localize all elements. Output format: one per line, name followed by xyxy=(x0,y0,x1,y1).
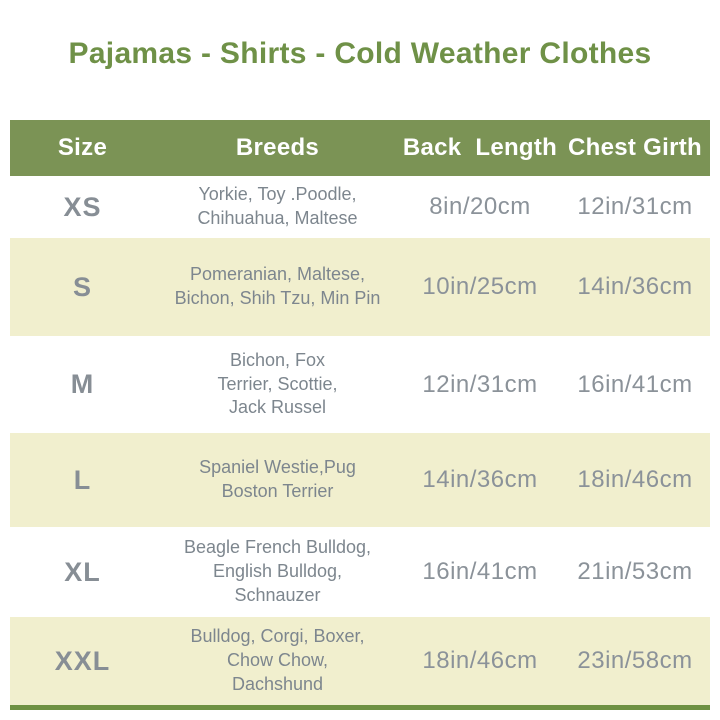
page-title: Pajamas - Shirts - Cold Weather Clothes xyxy=(68,37,652,70)
chest-girth-cell: 14in/36cm xyxy=(577,273,693,300)
column-header-chest-girth: Chest Girth xyxy=(568,134,702,161)
chest-girth-cell: 12in/31cm xyxy=(577,193,693,220)
table-row-m: M Bichon, Fox Terrier, Scottie, Jack Rus… xyxy=(10,336,710,433)
table-header-row: Size Breeds Back Length Chest Girth xyxy=(10,120,710,176)
size-label: XS xyxy=(63,191,102,222)
chest-girth-cell: 23in/58cm xyxy=(577,647,693,674)
chest-girth-cell: 16in/41cm xyxy=(577,370,693,398)
back-length-cell: 18in/46cm xyxy=(422,647,538,674)
table-row-s: S Pomeranian, Maltese, Bichon, Shih Tzu,… xyxy=(10,238,710,336)
chest-girth-cell: 21in/53cm xyxy=(577,558,693,585)
back-length-cell: 16in/41cm xyxy=(422,558,538,585)
breeds-cell: Pomeranian, Maltese, Bichon, Shih Tzu, M… xyxy=(174,264,381,308)
size-label: L xyxy=(73,464,92,495)
size-label: M xyxy=(70,369,95,399)
table-body: XS Yorkie, Toy .Poodle, Chihuahua, Malte… xyxy=(10,176,710,705)
table-row-l: L Spaniel Westie,Pug Boston Terrier 14in… xyxy=(10,433,710,527)
column-header-breeds: Breeds xyxy=(235,134,320,161)
size-chart-table: Size Breeds Back Length Chest Girth XS Y… xyxy=(10,120,710,705)
size-label: S xyxy=(72,271,92,302)
table-row-xxl: XXL Bulldog, Corgi, Boxer, Chow Chow, Da… xyxy=(10,617,710,705)
breeds-cell: Bulldog, Corgi, Boxer, Chow Chow, Dachsh… xyxy=(190,626,365,694)
bottom-accent-bar xyxy=(10,705,710,710)
size-label: XL xyxy=(64,556,101,587)
breeds-cell: Beagle French Bulldog, English Bulldog, … xyxy=(183,537,372,605)
column-header-size: Size xyxy=(57,134,108,161)
table-row-xs: XS Yorkie, Toy .Poodle, Chihuahua, Malte… xyxy=(10,176,710,238)
table-row-xl: XL Beagle French Bulldog, English Bulldo… xyxy=(10,527,710,617)
column-header-back-length: Back Length xyxy=(402,134,558,161)
breeds-cell: Bichon, Fox Terrier, Scottie, Jack Russe… xyxy=(217,349,338,418)
breeds-cell: Spaniel Westie,Pug Boston Terrier xyxy=(199,457,356,501)
chest-girth-cell: 18in/46cm xyxy=(577,466,693,493)
breeds-cell: Yorkie, Toy .Poodle, Chihuahua, Maltese xyxy=(197,184,358,228)
back-length-cell: 8in/20cm xyxy=(429,193,531,220)
back-length-cell: 14in/36cm xyxy=(422,466,538,493)
size-label: XXL xyxy=(54,645,111,676)
back-length-cell: 12in/31cm xyxy=(422,370,538,398)
back-length-cell: 10in/25cm xyxy=(422,273,538,300)
